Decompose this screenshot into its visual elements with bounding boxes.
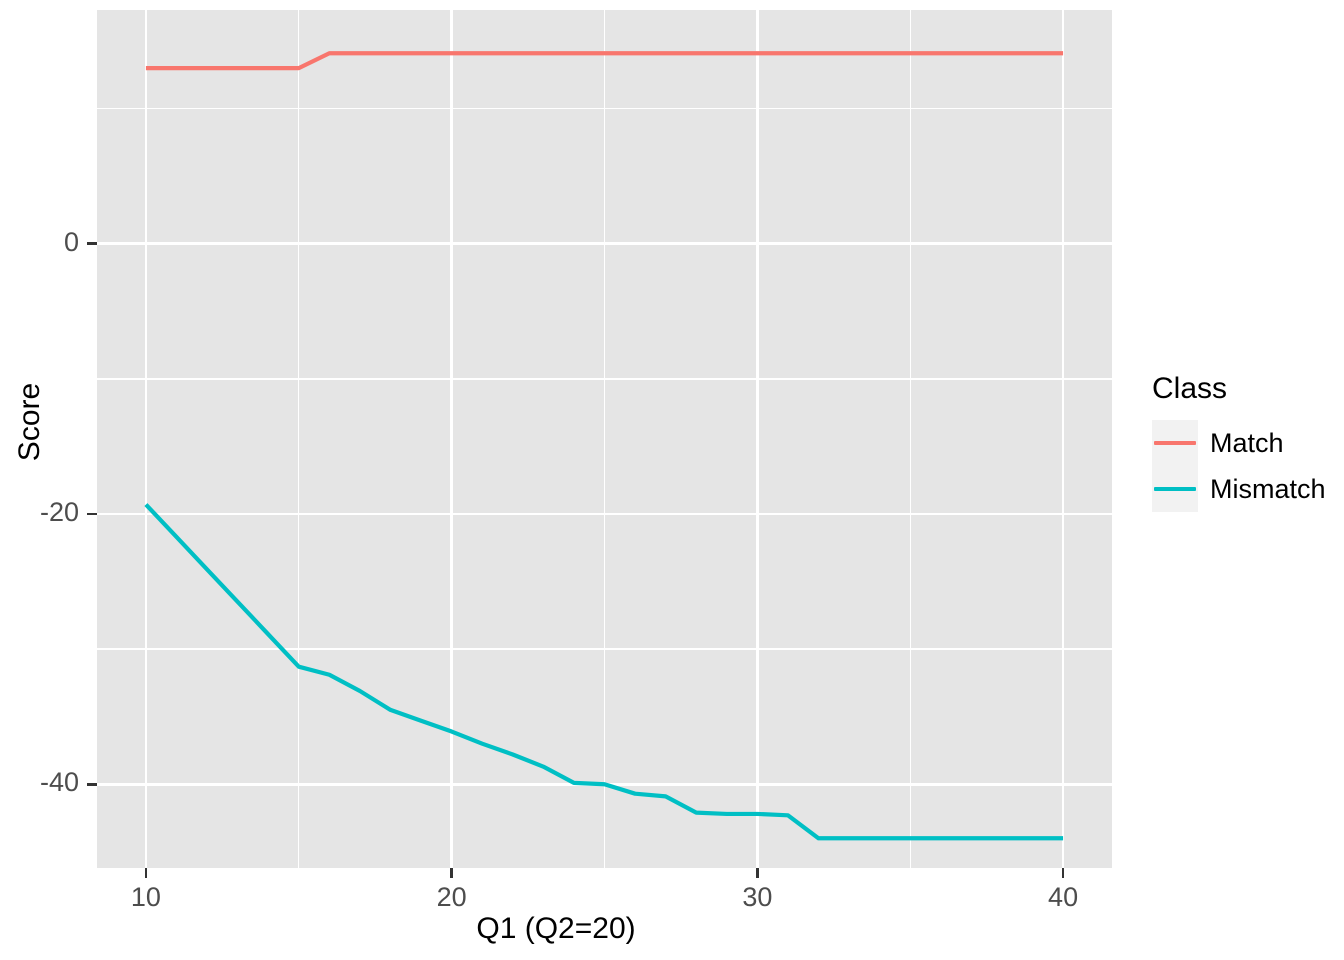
y-axis-tick-mark xyxy=(87,782,97,786)
legend-item-label: Mismatch xyxy=(1210,473,1326,504)
x-axis-tick-label: 30 xyxy=(742,882,773,912)
legend-item-list: Match Mismatch xyxy=(1152,420,1344,512)
x-axis-tick-mark xyxy=(450,868,453,878)
x-axis-tick-mark xyxy=(1061,868,1065,878)
series-line-mismatch xyxy=(144,503,1064,841)
legend-line-icon xyxy=(1154,487,1196,491)
plot-panel xyxy=(97,10,1112,868)
y-axis-tick-label: -20 xyxy=(39,496,79,527)
legend-title: Class xyxy=(1152,372,1228,405)
x-axis-tick-label: 40 xyxy=(1048,882,1079,912)
legend-line-icon xyxy=(1154,441,1196,445)
legend-item-mismatch[interactable]: Mismatch xyxy=(1152,466,1344,512)
legend-key-swatch xyxy=(1152,420,1198,466)
gridline-major-vertical xyxy=(450,10,453,868)
gridline-minor-vertical xyxy=(298,10,300,868)
legend-key-swatch xyxy=(1152,466,1198,512)
x-axis-tick-label: 20 xyxy=(436,882,467,912)
legend-item-label: Match xyxy=(1210,427,1284,458)
y-axis-title: Score xyxy=(13,382,46,462)
y-axis-tick-label: 0 xyxy=(63,226,79,257)
gridline-minor-vertical xyxy=(603,10,606,868)
legend: Class Match Mismatch xyxy=(1152,372,1344,512)
gridline-major-vertical xyxy=(756,10,759,868)
y-axis-tick-label: -40 xyxy=(39,767,79,798)
series-layer xyxy=(144,51,1064,841)
legend-item-match[interactable]: Match xyxy=(1152,420,1344,466)
x-axis-tick-mark xyxy=(144,868,148,878)
x-axis-tick-mark xyxy=(756,868,759,878)
gridline-major-vertical xyxy=(1061,10,1065,868)
x-axis-title: Q1 (Q2=20) xyxy=(476,912,636,945)
gridline-minor-vertical xyxy=(909,10,911,868)
y-axis-tick-mark xyxy=(87,512,97,516)
x-axis-tick-label: 10 xyxy=(130,882,161,912)
series-line-match xyxy=(145,51,1064,71)
gridline-major-vertical xyxy=(144,10,148,868)
y-axis-tick-mark xyxy=(87,242,97,246)
